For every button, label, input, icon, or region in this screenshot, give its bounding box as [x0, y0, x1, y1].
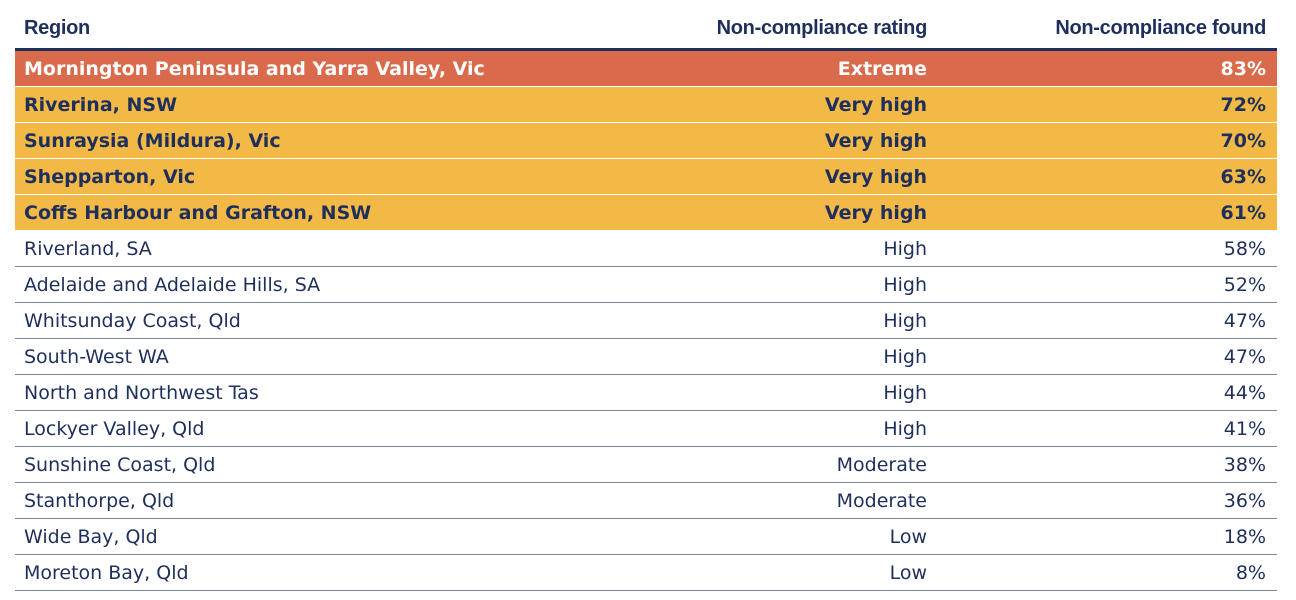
cell-region: Shepparton, Vic	[15, 158, 535, 195]
table-row: Riverland, SA High 58%	[15, 230, 1277, 267]
cell-found: 18%	[927, 518, 1277, 555]
cell-region: Stanthorpe, Qld	[15, 482, 535, 519]
cell-found: 58%	[927, 230, 1277, 267]
cell-rating: Extreme	[535, 49, 927, 87]
cell-rating: Low	[535, 518, 927, 555]
table-row: Whitsunday Coast, Qld High 47%	[15, 302, 1277, 339]
cell-rating: Very high	[535, 122, 927, 159]
cell-rating: High	[535, 302, 927, 339]
cell-found: 70%	[927, 122, 1277, 159]
cell-found: 47%	[927, 338, 1277, 375]
cell-found: 47%	[927, 302, 1277, 339]
cell-rating: High	[535, 230, 927, 267]
table-row: Stanthorpe, Qld Moderate 36%	[15, 482, 1277, 519]
cell-rating: High	[535, 410, 927, 447]
header-rating: Non-compliance rating	[535, 8, 927, 51]
cell-found: 61%	[927, 194, 1277, 231]
cell-found: 52%	[927, 266, 1277, 303]
cell-rating: Moderate	[535, 482, 927, 519]
table-row: Mornington Peninsula and Yarra Valley, V…	[15, 49, 1277, 87]
cell-found: 36%	[927, 482, 1277, 519]
header-region: Region	[15, 8, 535, 51]
cell-region: Riverina, NSW	[15, 86, 535, 123]
compliance-table-container: Region Non-compliance rating Non-complia…	[15, 8, 1277, 591]
table-row: Shepparton, Vic Very high 63%	[15, 158, 1277, 195]
cell-region: North and Northwest Tas	[15, 374, 535, 411]
cell-rating: High	[535, 266, 927, 303]
table-row: Lockyer Valley, Qld High 41%	[15, 410, 1277, 447]
table-row: Sunraysia (Mildura), Vic Very high 70%	[15, 122, 1277, 159]
cell-rating: Low	[535, 554, 927, 591]
cell-region: Moreton Bay, Qld	[15, 554, 535, 591]
cell-found: 38%	[927, 446, 1277, 483]
table-row: Coffs Harbour and Grafton, NSW Very high 6…	[15, 194, 1277, 231]
table-row: Moreton Bay, Qld Low 8%	[15, 554, 1277, 591]
cell-region: Adelaide and Adelaide Hills, SA	[15, 266, 535, 303]
compliance-table: Region Non-compliance rating Non-complia…	[15, 8, 1277, 591]
table-body: Mornington Peninsula and Yarra Valley, V…	[15, 49, 1277, 591]
cell-region: Wide Bay, Qld	[15, 518, 535, 555]
table-row: Wide Bay, Qld Low 18%	[15, 518, 1277, 555]
cell-found: 63%	[927, 158, 1277, 195]
table-row: South-West WA High 47%	[15, 338, 1277, 375]
cell-found: 41%	[927, 410, 1277, 447]
cell-region: Coffs Harbour and Grafton, NSW	[15, 194, 535, 231]
table-row: Sunshine Coast, Qld Moderate 38%	[15, 446, 1277, 483]
cell-rating: Very high	[535, 158, 927, 195]
cell-region: Sunshine Coast, Qld	[15, 446, 535, 483]
cell-region: Sunraysia (Mildura), Vic	[15, 122, 535, 159]
header-found: Non-compliance found	[927, 8, 1277, 51]
table-row: Riverina, NSW Very high 72%	[15, 86, 1277, 123]
cell-found: 8%	[927, 554, 1277, 591]
cell-rating: High	[535, 374, 927, 411]
cell-region: Mornington Peninsula and Yarra Valley, V…	[15, 49, 535, 87]
cell-rating: High	[535, 338, 927, 375]
cell-found: 72%	[927, 86, 1277, 123]
cell-rating: Very high	[535, 194, 927, 231]
table-row: Adelaide and Adelaide Hills, SA High 52%	[15, 266, 1277, 303]
cell-found: 83%	[927, 49, 1277, 87]
cell-region: Riverland, SA	[15, 230, 535, 267]
table-row: North and Northwest Tas High 44%	[15, 374, 1277, 411]
cell-region: Lockyer Valley, Qld	[15, 410, 535, 447]
cell-region: Whitsunday Coast, Qld	[15, 302, 535, 339]
header-row: Region Non-compliance rating Non-complia…	[15, 8, 1277, 51]
cell-rating: Very high	[535, 86, 927, 123]
table-header: Region Non-compliance rating Non-complia…	[15, 8, 1277, 51]
cell-found: 44%	[927, 374, 1277, 411]
cell-rating: Moderate	[535, 446, 927, 483]
cell-region: South-West WA	[15, 338, 535, 375]
